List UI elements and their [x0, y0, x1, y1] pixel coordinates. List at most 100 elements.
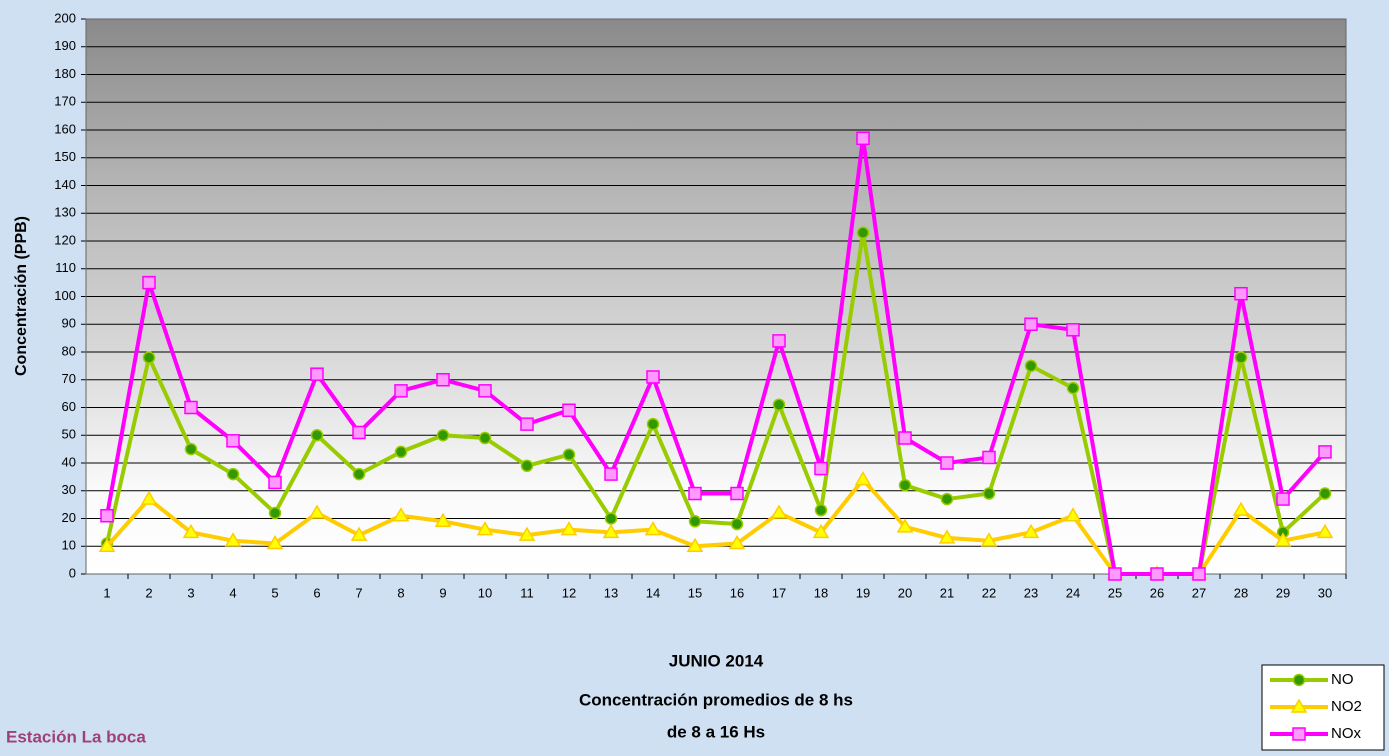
- data-point: [731, 488, 743, 500]
- data-point: [143, 277, 155, 289]
- legend-label: NO: [1331, 671, 1354, 688]
- y-tick-label: 40: [62, 454, 76, 469]
- data-point: [1068, 383, 1079, 394]
- data-point: [521, 418, 533, 430]
- y-tick-label: 190: [54, 38, 76, 53]
- x-tick-label: 16: [730, 585, 744, 600]
- y-tick-label: 80: [62, 343, 76, 358]
- y-tick-label: 0: [69, 565, 76, 580]
- data-point: [689, 488, 701, 500]
- data-point: [899, 432, 911, 444]
- data-point: [1236, 352, 1247, 363]
- title: Concentración promedios de 8 hs: [579, 690, 853, 709]
- data-point: [858, 227, 869, 238]
- x-tick-label: 4: [229, 585, 236, 600]
- x-tick-label: 12: [562, 585, 576, 600]
- y-tick-label: 10: [62, 538, 76, 553]
- data-point: [269, 476, 281, 488]
- data-point: [144, 352, 155, 363]
- y-tick-label: 120: [54, 232, 76, 247]
- data-point: [816, 505, 827, 516]
- data-point: [396, 446, 407, 457]
- station-note: Estación La boca: [6, 727, 146, 746]
- data-point: [1193, 568, 1205, 580]
- data-point: [815, 463, 827, 475]
- y-tick-label: 60: [62, 399, 76, 414]
- y-tick-label: 50: [62, 427, 76, 442]
- title: de 8 a 16 Hs: [667, 722, 765, 741]
- x-tick-label: 26: [1150, 585, 1164, 600]
- x-tick-label: 23: [1024, 585, 1038, 600]
- x-tick-label: 2: [145, 585, 152, 600]
- data-point: [353, 426, 365, 438]
- data-point: [983, 451, 995, 463]
- x-tick-label: 25: [1108, 585, 1122, 600]
- data-point: [227, 435, 239, 447]
- legend-label: NOx: [1331, 725, 1362, 742]
- y-tick-label: 140: [54, 177, 76, 192]
- data-point: [564, 449, 575, 460]
- data-point: [1319, 446, 1331, 458]
- data-point: [1025, 318, 1037, 330]
- data-point: [1067, 324, 1079, 336]
- data-point: [1277, 493, 1289, 505]
- data-point: [522, 460, 533, 471]
- data-point: [606, 513, 617, 524]
- legend-marker: [1294, 675, 1305, 686]
- data-point: [479, 385, 491, 397]
- x-tick-label: 14: [646, 585, 660, 600]
- data-point: [647, 371, 659, 383]
- y-tick-label: 20: [62, 510, 76, 525]
- x-tick-label: 29: [1276, 585, 1290, 600]
- data-point: [942, 494, 953, 505]
- y-tick-label: 200: [54, 10, 76, 25]
- y-tick-label: 150: [54, 149, 76, 164]
- y-tick-label: 130: [54, 205, 76, 220]
- data-point: [690, 516, 701, 527]
- x-tick-label: 20: [898, 585, 912, 600]
- page: {"chart_data":{"type":"line", "title":["…: [0, 0, 1389, 756]
- x-tick-label: 27: [1192, 585, 1206, 600]
- chart: Concentración (PPB) JUNIO 2014 Concentra…: [0, 0, 1389, 756]
- y-tick-label: 30: [62, 482, 76, 497]
- data-point: [480, 433, 491, 444]
- data-point: [270, 507, 281, 518]
- data-point: [648, 419, 659, 430]
- x-tick-label: 17: [772, 585, 786, 600]
- data-point: [774, 399, 785, 410]
- x-tick-label: 8: [397, 585, 404, 600]
- data-point: [101, 510, 113, 522]
- x-tick-label: 5: [271, 585, 278, 600]
- data-point: [563, 404, 575, 416]
- data-point: [438, 430, 449, 441]
- data-point: [1026, 360, 1037, 371]
- legend-label: NO2: [1331, 698, 1362, 715]
- data-point: [1320, 488, 1331, 499]
- y-tick-label: 180: [54, 66, 76, 81]
- x-tick-label: 6: [313, 585, 320, 600]
- data-point: [311, 368, 323, 380]
- x-tick-label: 11: [520, 585, 534, 600]
- y-tick-label: 160: [54, 121, 76, 136]
- data-point: [312, 430, 323, 441]
- x-tick-label: 3: [187, 585, 194, 600]
- title: JUNIO 2014: [669, 651, 764, 670]
- x-tick-label: 28: [1234, 585, 1248, 600]
- x-tick-label: 19: [856, 585, 870, 600]
- data-point: [185, 402, 197, 414]
- x-tick-label: 21: [940, 585, 954, 600]
- x-tick-label: 22: [982, 585, 996, 600]
- y-tick-label: 90: [62, 316, 76, 331]
- data-point: [732, 519, 743, 530]
- x-tick-label: 15: [688, 585, 702, 600]
- data-point: [395, 385, 407, 397]
- data-point: [984, 488, 995, 499]
- x-tick-label: 18: [814, 585, 828, 600]
- data-point: [437, 374, 449, 386]
- data-point: [857, 132, 869, 144]
- data-point: [900, 480, 911, 491]
- legend-marker: [1293, 728, 1305, 740]
- x-tick-label: 7: [355, 585, 362, 600]
- x-tick-label: 1: [103, 585, 110, 600]
- data-point: [1235, 288, 1247, 300]
